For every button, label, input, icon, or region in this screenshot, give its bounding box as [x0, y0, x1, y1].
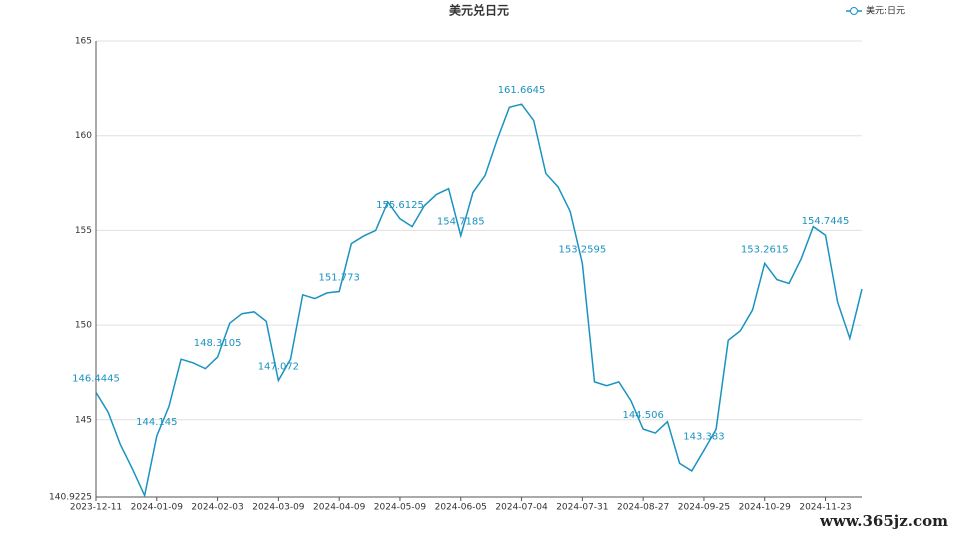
x-tick-label: 2024-06-05 [435, 503, 487, 513]
x-tick-label: 2024-01-09 [131, 503, 184, 513]
x-tick-label: 2024-03-09 [252, 503, 305, 513]
x-tick-label: 2024-02-03 [191, 503, 243, 513]
data-label: 143.383 [683, 431, 724, 442]
data-label: 155.6125 [376, 200, 424, 211]
data-label: 154.7185 [437, 217, 485, 228]
x-tick-label: 2023-12-11 [70, 503, 122, 513]
x-tick-label: 2024-10-29 [739, 503, 792, 513]
chart-title: 美元兑日元 [449, 3, 509, 18]
legend-label: 美元:日元 [866, 5, 905, 17]
x-tick-label: 2024-04-09 [313, 503, 366, 513]
x-tick-label: 2024-11-23 [799, 503, 851, 513]
x-tick-label: 2024-05-09 [374, 503, 427, 513]
x-tick-label: 2024-08-27 [617, 503, 669, 513]
x-tick-label: 2024-07-04 [495, 503, 548, 513]
y-tick-label: 155 [75, 226, 92, 236]
data-label: 153.2595 [558, 244, 606, 255]
y-tick-label: 140.9225 [49, 493, 92, 503]
data-label: 153.2615 [741, 244, 789, 255]
x-tick-label: 2024-09-25 [678, 503, 730, 513]
data-label: 148.3105 [194, 338, 242, 349]
data-label: 147.072 [258, 362, 299, 373]
data-label: 146.4445 [72, 373, 120, 384]
data-label: 154.7445 [802, 216, 850, 227]
legend-icon [850, 7, 858, 15]
x-tick-label: 2024-07-31 [556, 503, 608, 513]
y-tick-label: 150 [75, 321, 92, 331]
y-tick-label: 145 [75, 415, 92, 425]
data-label: 144.145 [136, 417, 177, 428]
series-line [95, 103, 863, 498]
data-label: 144.506 [622, 410, 663, 421]
data-label: 161.6645 [498, 85, 546, 96]
y-tick-label: 160 [75, 131, 92, 141]
watermark: www.365jz.com [819, 512, 948, 530]
data-label: 151.773 [318, 273, 359, 284]
y-tick-label: 165 [75, 37, 92, 47]
